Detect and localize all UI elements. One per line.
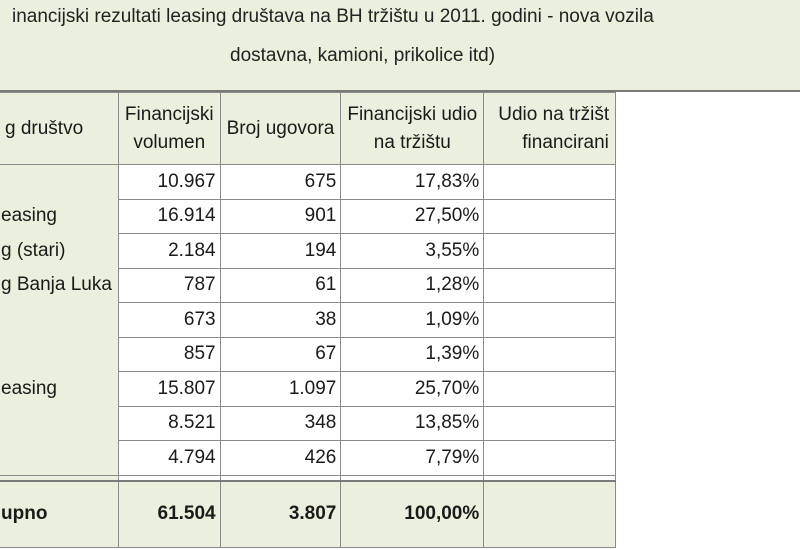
market-cell — [483, 440, 617, 476]
table-row: g Banja Luka 787 61 1,28% — [0, 267, 617, 303]
table-row: 4.794 426 7,79% — [0, 440, 617, 476]
share-cell: 1,39% — [340, 336, 485, 372]
total-market — [483, 480, 617, 548]
market-cell — [483, 371, 617, 407]
header-volume: Financijski volumen — [117, 92, 221, 165]
volume-cell: 4.794 — [117, 440, 221, 476]
company-name — [0, 406, 119, 441]
total-volume: 61.504 — [117, 480, 221, 548]
volume-cell: 16.914 — [117, 198, 221, 234]
company-name — [0, 440, 119, 475]
table-row: easing 16.914 901 27,50% — [0, 198, 617, 234]
header-row: g društvo Financijski volumen Broj ugovor… — [0, 92, 617, 165]
market-cell — [483, 267, 617, 303]
header-market: Udio na tržišt financirani — [483, 92, 617, 165]
table-title: inancijski rezultati leasing društava na… — [0, 0, 800, 92]
title-line-1: inancijski rezultati leasing društava na… — [12, 6, 654, 27]
company-name — [0, 337, 119, 372]
share-cell: 1,28% — [340, 267, 485, 303]
table-row: 10.967 675 17,83% — [0, 164, 617, 200]
share-cell: 13,85% — [340, 405, 485, 441]
company-name: easing — [0, 199, 119, 234]
company-name — [0, 164, 119, 199]
share-cell: 17,83% — [340, 164, 485, 200]
total-label: upno — [0, 480, 119, 548]
volume-cell: 8.521 — [117, 405, 221, 441]
contracts-cell: 38 — [219, 302, 342, 338]
company-name — [0, 302, 119, 337]
company-name: g Banja Luka — [0, 268, 119, 303]
leasing-results-table: g društvo Financijski volumen Broj ugovor… — [0, 92, 617, 548]
header-company: g društvo — [0, 92, 119, 165]
share-cell: 7,79% — [340, 440, 485, 476]
contracts-cell: 1.097 — [219, 371, 342, 407]
volume-cell: 673 — [117, 302, 221, 338]
market-cell — [483, 336, 617, 372]
contracts-cell: 675 — [219, 164, 342, 200]
market-cell — [483, 405, 617, 441]
contracts-cell: 67 — [219, 336, 342, 372]
total-contracts: 3.807 — [219, 480, 342, 548]
title-line-2: dostavna, kamioni, prikolice itd) — [230, 45, 496, 66]
market-cell — [483, 164, 617, 200]
share-cell: 25,70% — [340, 371, 485, 407]
table-row: 8.521 348 13,85% — [0, 405, 617, 441]
company-name: g (stari) — [0, 233, 119, 268]
table-row: easing 15.807 1.097 25,70% — [0, 371, 617, 407]
total-row: upno 61.504 3.807 100,00% — [0, 480, 617, 548]
table-row: g (stari) 2.184 194 3,55% — [0, 233, 617, 269]
share-cell: 27,50% — [340, 198, 485, 234]
contracts-cell: 426 — [219, 440, 342, 476]
table-row: 857 67 1,39% — [0, 336, 617, 372]
volume-cell: 10.967 — [117, 164, 221, 200]
volume-cell: 857 — [117, 336, 221, 372]
market-cell — [483, 198, 617, 234]
market-cell — [483, 233, 617, 269]
market-cell — [483, 302, 617, 338]
volume-cell: 2.184 — [117, 233, 221, 269]
company-name: easing — [0, 371, 119, 406]
contracts-cell: 348 — [219, 405, 342, 441]
share-cell: 1,09% — [340, 302, 485, 338]
total-share: 100,00% — [340, 480, 485, 548]
header-share: Financijski udio na tržištu — [340, 92, 485, 165]
contracts-cell: 901 — [219, 198, 342, 234]
volume-cell: 787 — [117, 267, 221, 303]
contracts-cell: 194 — [219, 233, 342, 269]
header-contracts: Broj ugovora — [219, 92, 342, 165]
share-cell: 3,55% — [340, 233, 485, 269]
volume-cell: 15.807 — [117, 371, 221, 407]
contracts-cell: 61 — [219, 267, 342, 303]
table-row: 673 38 1,09% — [0, 302, 617, 338]
spacer-row — [0, 474, 617, 482]
